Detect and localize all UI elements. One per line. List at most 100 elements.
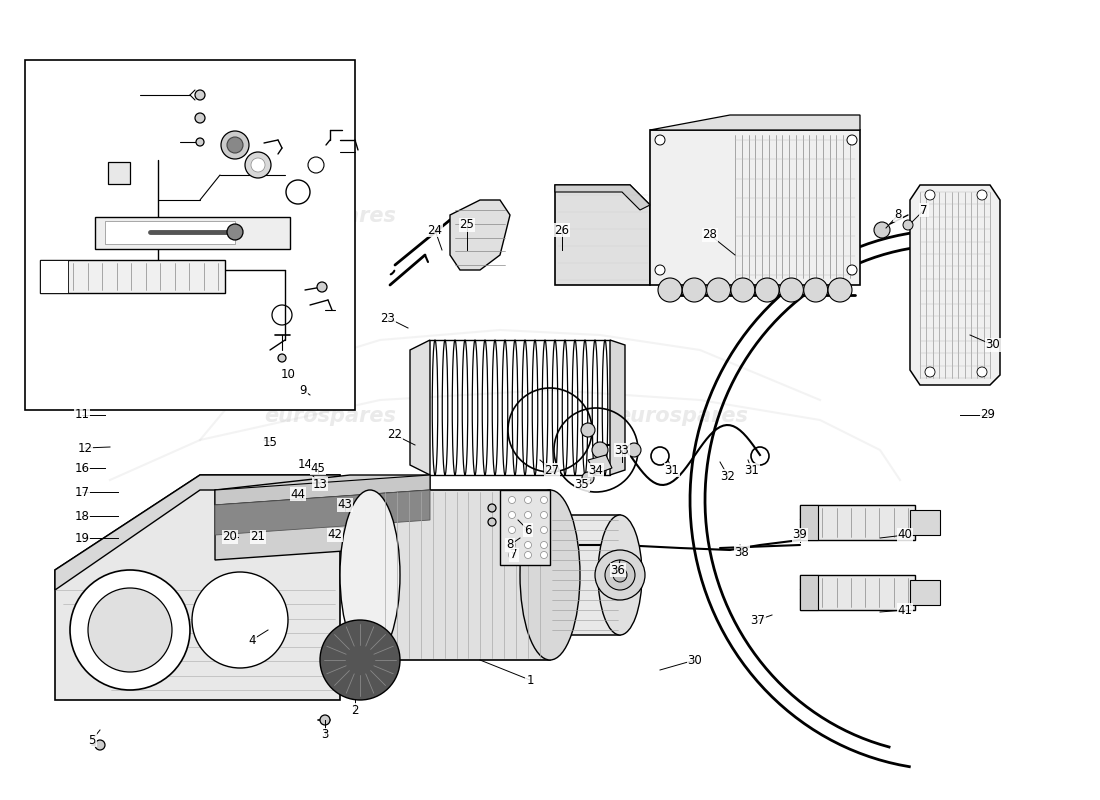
- Bar: [910, 580, 940, 605]
- Text: 14: 14: [297, 458, 312, 471]
- Circle shape: [221, 131, 249, 159]
- Circle shape: [251, 158, 265, 172]
- Circle shape: [977, 190, 987, 200]
- Text: 31: 31: [664, 463, 680, 477]
- Circle shape: [525, 542, 531, 549]
- Ellipse shape: [520, 490, 580, 660]
- Circle shape: [592, 442, 608, 458]
- Text: 38: 38: [735, 546, 749, 558]
- Ellipse shape: [755, 278, 779, 302]
- Circle shape: [525, 511, 531, 518]
- Circle shape: [317, 282, 327, 292]
- Circle shape: [654, 265, 666, 275]
- Ellipse shape: [780, 278, 803, 302]
- Text: 16: 16: [75, 462, 89, 474]
- Circle shape: [925, 190, 935, 200]
- Text: eurospares: eurospares: [264, 406, 396, 426]
- Polygon shape: [450, 200, 510, 270]
- Text: 23: 23: [381, 311, 395, 325]
- Ellipse shape: [658, 278, 682, 302]
- Circle shape: [245, 152, 271, 178]
- Polygon shape: [214, 475, 430, 505]
- Bar: [500, 490, 550, 565]
- Text: 6: 6: [525, 523, 531, 537]
- Circle shape: [847, 265, 857, 275]
- Polygon shape: [55, 475, 340, 700]
- Text: 33: 33: [615, 443, 629, 457]
- Circle shape: [613, 568, 627, 582]
- Circle shape: [540, 551, 548, 558]
- Circle shape: [540, 497, 548, 503]
- Text: 35: 35: [574, 478, 590, 491]
- Circle shape: [903, 220, 913, 230]
- Ellipse shape: [706, 278, 730, 302]
- Bar: [800, 575, 915, 610]
- Text: 42: 42: [328, 529, 342, 542]
- Text: 32: 32: [720, 470, 736, 482]
- Circle shape: [847, 135, 857, 145]
- Text: 41: 41: [898, 603, 913, 617]
- Text: 18: 18: [75, 510, 89, 522]
- Bar: [800, 505, 915, 540]
- Circle shape: [508, 526, 516, 534]
- Circle shape: [508, 542, 516, 549]
- Circle shape: [582, 472, 594, 484]
- Text: 45: 45: [310, 462, 326, 474]
- Polygon shape: [910, 185, 1000, 385]
- Polygon shape: [610, 340, 625, 475]
- Circle shape: [227, 137, 243, 153]
- Circle shape: [627, 443, 641, 457]
- Bar: [910, 510, 940, 535]
- Text: 19: 19: [75, 531, 89, 545]
- Polygon shape: [55, 475, 340, 590]
- Circle shape: [525, 497, 531, 503]
- Text: 40: 40: [898, 529, 912, 542]
- Bar: [108, 162, 130, 184]
- Circle shape: [525, 551, 531, 558]
- Circle shape: [977, 367, 987, 377]
- Circle shape: [320, 620, 400, 700]
- Text: 12: 12: [77, 442, 92, 454]
- Text: 8: 8: [506, 538, 514, 551]
- Bar: [40, 260, 68, 293]
- Bar: [104, 221, 235, 244]
- Text: 36: 36: [610, 563, 626, 577]
- Circle shape: [195, 90, 205, 100]
- Text: 21: 21: [251, 530, 265, 543]
- Ellipse shape: [340, 490, 400, 660]
- Circle shape: [508, 497, 516, 503]
- Polygon shape: [410, 340, 430, 475]
- Polygon shape: [650, 115, 860, 130]
- Text: 7: 7: [921, 203, 927, 217]
- Text: eurospares: eurospares: [616, 406, 748, 426]
- Text: 29: 29: [980, 409, 996, 422]
- Circle shape: [95, 740, 104, 750]
- Text: 43: 43: [338, 498, 352, 511]
- Text: 9: 9: [299, 383, 307, 397]
- Polygon shape: [556, 185, 650, 285]
- Text: 30: 30: [986, 338, 1000, 351]
- Circle shape: [70, 570, 190, 690]
- Polygon shape: [550, 515, 620, 635]
- Circle shape: [874, 222, 890, 238]
- Circle shape: [278, 354, 286, 362]
- Circle shape: [595, 550, 645, 600]
- Bar: [25, 60, 355, 410]
- Text: 5: 5: [88, 734, 96, 746]
- Circle shape: [605, 560, 635, 590]
- Polygon shape: [588, 455, 612, 474]
- Text: 31: 31: [745, 463, 759, 477]
- Ellipse shape: [682, 278, 706, 302]
- Text: 3: 3: [321, 729, 329, 742]
- Text: 11: 11: [75, 409, 89, 422]
- Text: 25: 25: [460, 218, 474, 231]
- Circle shape: [227, 224, 243, 240]
- Circle shape: [195, 113, 205, 123]
- Circle shape: [508, 511, 516, 518]
- Text: 20: 20: [222, 530, 238, 543]
- Circle shape: [508, 551, 516, 558]
- Polygon shape: [370, 490, 550, 660]
- Circle shape: [654, 135, 666, 145]
- Text: 17: 17: [75, 486, 89, 498]
- Text: 22: 22: [387, 429, 403, 442]
